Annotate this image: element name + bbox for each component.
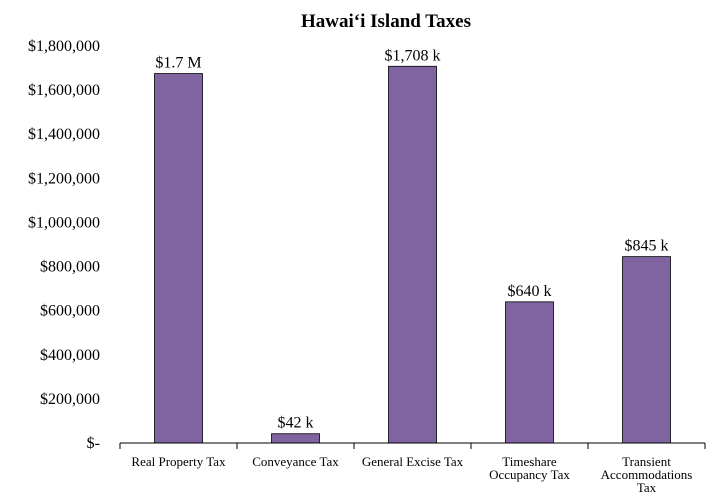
x-tick-label: Accommodations <box>601 467 693 482</box>
y-tick-label: $1,400,000 <box>28 126 100 143</box>
x-tick-label: Occupancy Tax <box>489 467 570 482</box>
bar-data-label: $42 k <box>278 415 314 432</box>
bar-data-label: $845 k <box>625 238 669 255</box>
y-tick-label: $- <box>87 435 100 452</box>
chart-title: Hawai‘i Island Taxes <box>301 11 471 32</box>
data-labels: $1.7 M $42 k $1,708 k $640 k $845 k <box>155 47 668 431</box>
x-tick-label: Transient <box>622 454 671 469</box>
x-axis-ticks: Real Property Tax Conveyance Tax General E… <box>119 443 706 495</box>
bar <box>388 65 437 444</box>
bars <box>154 65 671 444</box>
bar <box>154 73 203 444</box>
y-tick-label: $1,200,000 <box>28 170 100 187</box>
bar-data-label: $640 k <box>508 283 552 300</box>
bar <box>271 433 320 444</box>
y-tick-label: $1,600,000 <box>28 82 100 99</box>
bar-data-label: $1.7 M <box>155 55 201 72</box>
y-tick-label: $600,000 <box>40 303 100 320</box>
x-tick-label: Real Property Tax <box>131 454 226 469</box>
x-tick-label: General Excise Tax <box>362 454 464 469</box>
bar <box>622 256 671 444</box>
x-tick-label: Tax <box>637 480 657 495</box>
bar <box>505 301 554 444</box>
y-axis-ticks: $- $200,000 $400,000 $600,000 $800,000 $1,000… <box>28 38 100 452</box>
x-tick-label: Conveyance Tax <box>252 454 339 469</box>
bar-data-label: $1,708 k <box>385 47 441 64</box>
y-tick-label: $1,000,000 <box>28 214 100 231</box>
y-tick-label: $800,000 <box>40 259 100 276</box>
y-tick-label: $200,000 <box>40 391 100 408</box>
y-tick-label: $1,800,000 <box>28 38 100 55</box>
x-tick-label: Timeshare <box>502 454 557 469</box>
y-tick-label: $400,000 <box>40 347 100 364</box>
